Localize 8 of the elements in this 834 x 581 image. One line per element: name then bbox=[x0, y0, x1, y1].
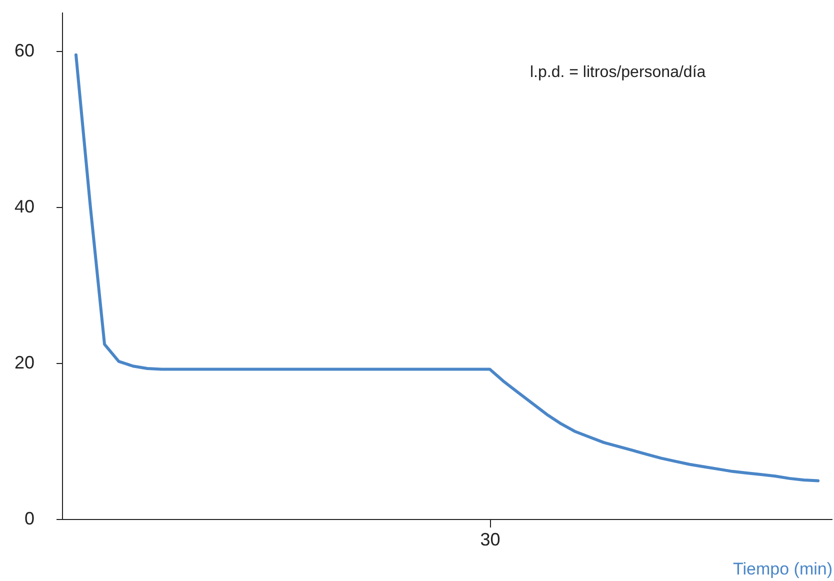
annotation: l.p.d. = litros/persona/día bbox=[530, 64, 706, 81]
y-tick-label: 60 bbox=[14, 40, 34, 60]
y-tick-label: 0 bbox=[24, 508, 34, 528]
x-axis-title: Tiempo (min) bbox=[733, 560, 832, 578]
y-tick-label: 40 bbox=[14, 196, 34, 216]
line-series bbox=[74, 53, 820, 482]
y-tick-label: 20 bbox=[14, 352, 34, 372]
x-tick-label: 30 bbox=[480, 530, 500, 550]
